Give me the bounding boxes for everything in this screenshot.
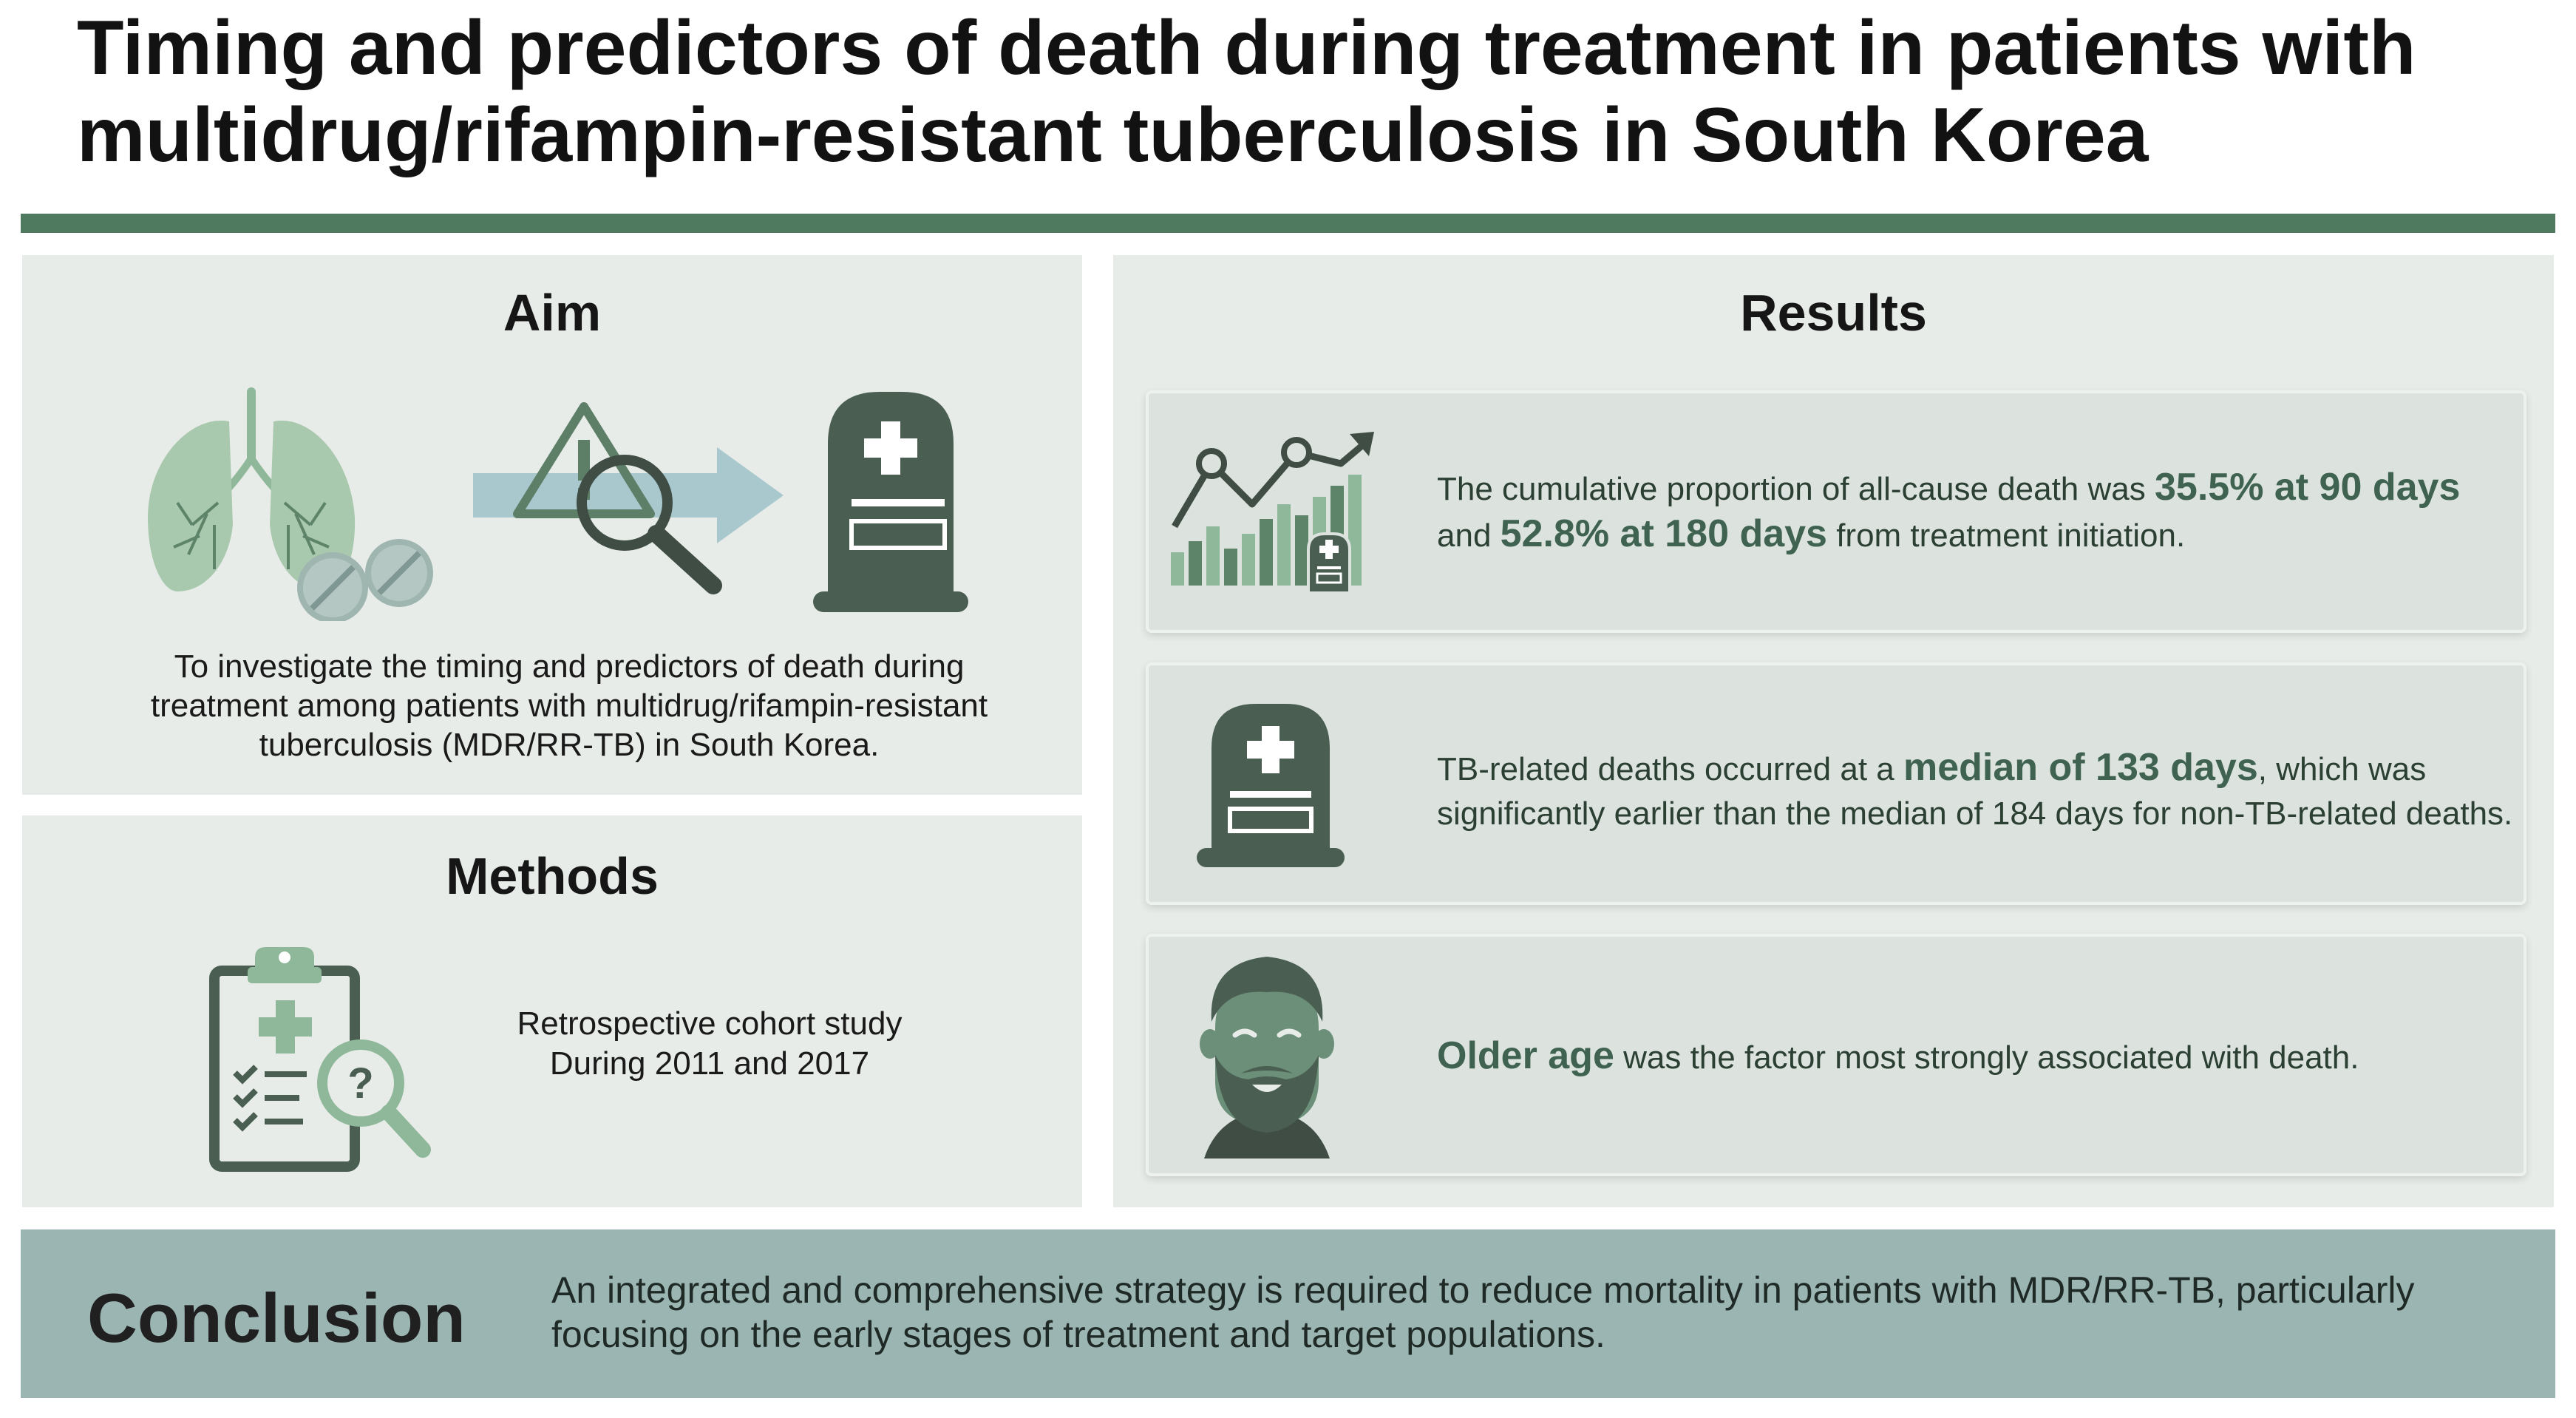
- title-divider: [21, 214, 2555, 233]
- result-1-highlight-90-days: 35.5% at 90 days: [2154, 466, 2461, 509]
- clipboard-icon: ?: [209, 947, 431, 1172]
- result-card-3: Older age was the factor most strongly a…: [1146, 934, 2526, 1176]
- aim-panel: Aim: [22, 255, 1082, 795]
- result-3-highlight-older-age: Older age: [1437, 1034, 1614, 1077]
- result-card-2: TB-related deaths occurred at a median o…: [1146, 662, 2526, 905]
- tombstone-icon: [813, 392, 968, 612]
- lungs-icon: [148, 387, 356, 591]
- result-1-text: The cumulative proportion of all-cause d…: [1437, 465, 2501, 558]
- result-2-text: TB-related deaths occurred at a median o…: [1437, 745, 2513, 836]
- aim-illustration: [148, 387, 968, 621]
- aim-text: To investigate the timing and predictors…: [150, 648, 988, 763]
- conclusion-text: An integrated and comprehensive strategy…: [551, 1269, 2415, 1355]
- result-2-line-2: significantly earlier than the median of…: [1437, 795, 2513, 832]
- magnifier-icon: [577, 455, 722, 594]
- conclusion-band: Conclusion An integrated and comprehensi…: [21, 1229, 2555, 1398]
- methods-heading: Methods: [446, 847, 659, 905]
- result-3-text: Older age was the factor most strongly a…: [1437, 1034, 2501, 1080]
- result-2-post: , which was: [2257, 751, 2427, 787]
- result-2-highlight-median: median of 133 days: [1903, 746, 2258, 789]
- result-1-mid: and: [1437, 518, 1492, 554]
- tombstone-icon: [1197, 704, 1345, 867]
- title-line-1: Timing and predictors of death during tr…: [77, 5, 2416, 91]
- methods-line-1: Retrospective cohort study: [517, 1005, 903, 1042]
- aim-heading: Aim: [503, 284, 602, 342]
- result-1-highlight-180-days: 52.8% at 180 days: [1500, 512, 1827, 555]
- methods-panel: Methods ? Retrospective cohort study Dur…: [22, 815, 1082, 1207]
- results-panel: Results The cumulative proportio: [1113, 255, 2554, 1207]
- conclusion-label: Conclusion: [87, 1279, 466, 1357]
- bearded-man-icon: [1200, 957, 1334, 1159]
- title-line-2: multidrug/rifampin-resistant tuberculosi…: [77, 92, 2149, 178]
- pills-icon: [297, 539, 433, 621]
- methods-text: Retrospective cohort study During 2011 a…: [451, 1004, 968, 1084]
- result-2-pre: TB-related deaths occurred at a: [1437, 751, 1894, 787]
- result-3-post: was the factor most strongly associated …: [1623, 1039, 2359, 1076]
- svg-text:?: ?: [347, 1059, 373, 1107]
- results-heading: Results: [1740, 284, 1927, 342]
- result-1-pre: The cumulative proportion of all-cause d…: [1437, 471, 2146, 507]
- rising-chart-icon: [1171, 432, 1374, 594]
- result-card-1: The cumulative proportion of all-cause d…: [1146, 390, 2526, 633]
- result-1-post: from treatment initiation.: [1836, 518, 2186, 554]
- methods-line-2: During 2011 and 2017: [549, 1045, 870, 1082]
- infographic-title: Timing and predictors of death during tr…: [77, 4, 2516, 179]
